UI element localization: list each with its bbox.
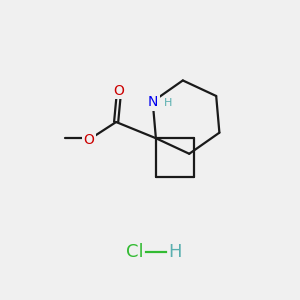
Text: Cl: Cl xyxy=(127,243,144,261)
Text: O: O xyxy=(113,83,124,98)
Text: O: O xyxy=(83,133,94,147)
Text: H: H xyxy=(164,98,172,108)
Text: N: N xyxy=(148,94,158,109)
Text: H: H xyxy=(168,243,182,261)
